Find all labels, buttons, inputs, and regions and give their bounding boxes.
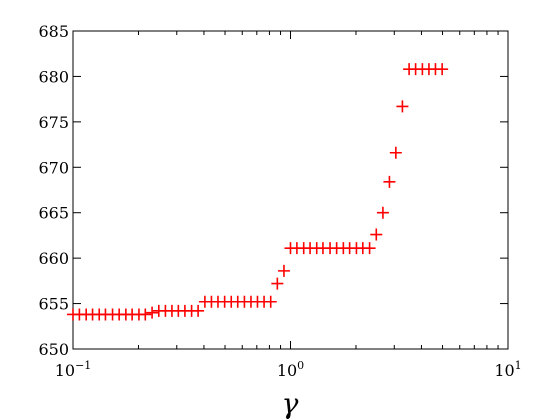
- data-point: [363, 242, 376, 255]
- data-point: [383, 175, 396, 188]
- y-tick-label: 665: [38, 204, 69, 223]
- y-tick-label: 650: [38, 340, 69, 359]
- plot-area: [72, 30, 509, 350]
- data-point: [264, 295, 277, 308]
- x-tick-label-exponent: 1: [515, 359, 522, 372]
- data-point: [271, 277, 284, 290]
- ticks: [72, 30, 509, 350]
- data-point: [376, 206, 389, 219]
- y-tick-label: 675: [38, 113, 69, 132]
- x-tick-label: 10−1: [55, 359, 92, 380]
- data-point: [146, 306, 159, 319]
- data-point: [436, 63, 449, 76]
- x-tick-label: 100: [277, 359, 304, 380]
- x-tick-label-base: 10: [494, 361, 514, 380]
- data-points: [67, 63, 449, 321]
- y-tick-label: 685: [38, 22, 69, 41]
- data-point: [192, 304, 205, 317]
- x-tick-label-exponent: 0: [297, 359, 304, 372]
- data-point: [389, 146, 402, 159]
- y-tick-label: 680: [38, 67, 69, 86]
- data-point: [139, 308, 152, 321]
- x-tick-label-exponent: −1: [75, 359, 91, 372]
- x-tick-label-base: 10: [55, 361, 75, 380]
- y-tick-label: 655: [38, 295, 69, 314]
- y-tick-label: 660: [38, 249, 69, 268]
- data-point: [277, 264, 290, 277]
- y-tick-label: 670: [38, 158, 69, 177]
- x-tick-label-base: 10: [277, 361, 297, 380]
- data-point: [396, 100, 409, 113]
- x-axis-label: γ: [282, 387, 299, 420]
- data-point: [370, 228, 383, 241]
- x-tick-label: 101: [494, 359, 521, 380]
